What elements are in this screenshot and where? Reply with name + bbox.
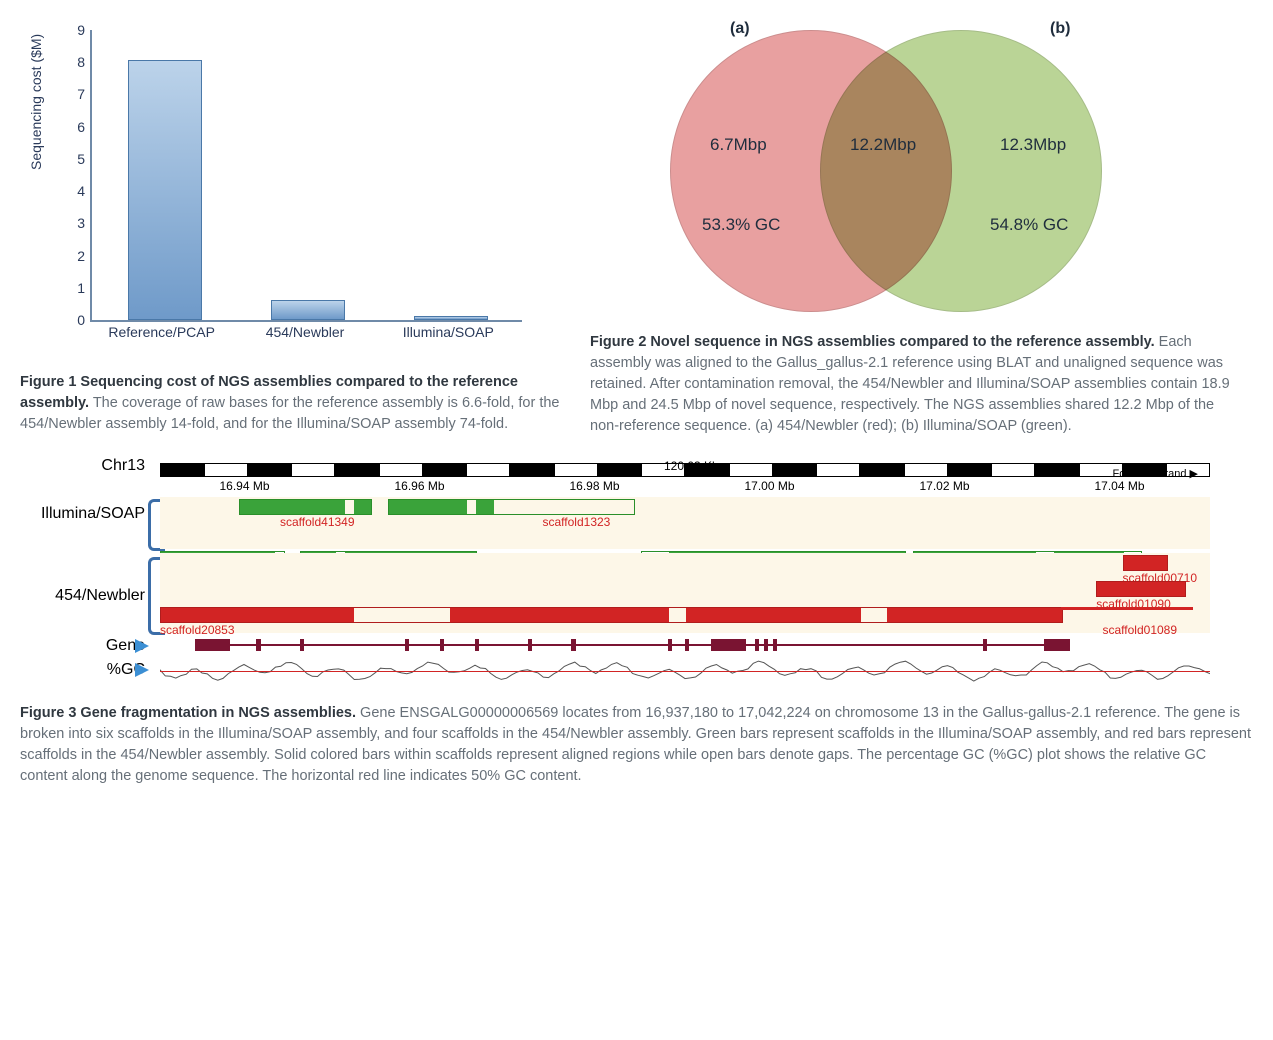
figure-1-ylabel: Sequencing cost ($M) [28,34,44,170]
newbler-band: scaffold00710scaffold01090scaffold20853s… [160,553,1210,633]
exon [1044,639,1070,651]
figure-3: Chr13 120.03 Kb Forward strand ▶ 16.94 M… [20,457,1253,787]
ytick: 8 [60,54,85,70]
venn-right-value: 12.3Mbp [1000,135,1066,155]
exon [773,639,777,651]
venn-overlap-value: 12.2Mbp [850,135,916,155]
tick-label: 17.02 Mb [920,479,970,493]
exon [300,639,304,651]
exon [668,639,672,651]
x-category: 454/Newbler [240,324,370,340]
x-category: Illumina/SOAP [383,324,513,340]
exon [755,639,759,651]
top-row: Sequencing cost ($M) 0 1 2 3 4 5 6 7 8 9 Referenc… [20,20,1253,437]
ytick: 1 [60,280,85,296]
bar [271,300,345,320]
illumina-label: Illumina/SOAP [20,505,145,523]
figure-3-caption-bold: Figure 3 Gene fragmentation in NGS assem… [20,705,356,721]
tick-label: 17.04 Mb [1095,479,1145,493]
exon [983,639,987,651]
figure-1-caption: Figure 1 Sequencing cost of NGS assembli… [20,372,560,435]
gene-track [160,637,1210,653]
ytick: 6 [60,119,85,135]
venn-right-gc: 54.8% GC [990,215,1068,235]
bar [128,60,202,320]
venn-left-gc: 53.3% GC [702,215,780,235]
figure-3-caption: Figure 3 Gene fragmentation in NGS assem… [20,703,1253,787]
exon [440,639,444,651]
scaffold-label: scaffold20853 [160,623,235,637]
scaffold-label: scaffold01089 [1103,623,1178,637]
scaffold-label: scaffold1323 [543,515,611,529]
scaffold [160,607,1063,623]
tick-label: 16.96 Mb [395,479,445,493]
ytick: 9 [60,22,85,38]
figure-2: (a) (b) 6.7Mbp 12.2Mbp 12.3Mbp 53.3% GC … [590,20,1230,437]
gc-baseline [160,671,1210,672]
scaffold [388,499,635,515]
venn-label-a: (a) [730,20,750,38]
scaffold-label: scaffold41349 [280,515,355,529]
exon [405,639,409,651]
gc-track [160,657,1210,685]
scaffold [1096,581,1186,597]
scaffold [1123,555,1169,571]
ytick: 3 [60,215,85,231]
figure-1: Sequencing cost ($M) 0 1 2 3 4 5 6 7 8 9 Referenc… [20,20,560,437]
exon [256,639,260,651]
ytick: 4 [60,183,85,199]
gene-label: Gene [20,637,145,655]
figure-2-caption: Figure 2 Novel sequence in NGS assemblie… [590,332,1230,437]
illumina-band: scaffold41349scaffold1323scaffold41117sc… [160,497,1210,549]
gc-label: %GC [20,661,145,679]
tick-label: 16.94 Mb [220,479,270,493]
ytick: 0 [60,312,85,328]
figure-1-axes [90,30,522,322]
figure-3-tracks: Chr13 120.03 Kb Forward strand ▶ 16.94 M… [20,457,1220,697]
figure-2-caption-bold: Figure 2 Novel sequence in NGS assemblie… [590,334,1155,350]
newbler-label: 454/Newbler [20,587,145,605]
region-length: 120.03 Kb [664,459,719,473]
scaffold [1061,607,1192,610]
exon [195,639,230,651]
figure-1-caption-text: The coverage of raw bases for the refere… [20,395,559,432]
gene-arrow-icon [135,639,149,653]
figure-2-venn: (a) (b) 6.7Mbp 12.2Mbp 12.3Mbp 53.3% GC … [630,20,1190,320]
ytick: 2 [60,248,85,264]
exon [475,639,479,651]
chr-label: Chr13 [20,457,145,475]
exon [764,639,768,651]
figure-1-chart: Sequencing cost ($M) 0 1 2 3 4 5 6 7 8 9 Referenc… [20,20,540,360]
tick-label: 17.00 Mb [745,479,795,493]
scaffold [239,499,372,515]
venn-label-b: (b) [1050,20,1070,38]
exon [711,639,746,651]
ruler: 120.03 Kb Forward strand ▶ [160,463,1210,477]
exon [571,639,575,651]
venn-left-value: 6.7Mbp [710,135,767,155]
exon [685,639,689,651]
bar [414,316,488,320]
ytick: 7 [60,86,85,102]
ytick: 5 [60,151,85,167]
exon [528,639,532,651]
gc-arrow-icon [135,663,149,677]
x-category: Reference/PCAP [97,324,227,340]
venn-circle-b [820,30,1102,312]
tick-label: 16.98 Mb [570,479,620,493]
